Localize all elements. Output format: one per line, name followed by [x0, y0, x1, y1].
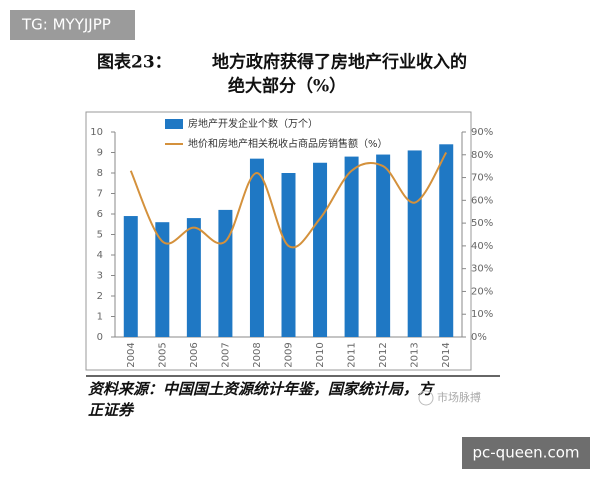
- bar: [281, 173, 296, 337]
- legend-label: 地价和房地产相关税收占商品房销售额（%）: [188, 137, 388, 150]
- x-tick-label: 2014: [441, 342, 452, 367]
- x-tick-label: 2005: [157, 342, 168, 367]
- legend-swatch: [165, 119, 183, 129]
- badge-bg: [10, 10, 135, 40]
- source-line: 正证券: [88, 401, 135, 419]
- x-tick-label: 2009: [284, 342, 295, 367]
- bar: [249, 158, 264, 337]
- y-tick-label: 4: [97, 250, 103, 261]
- bar: [439, 144, 454, 337]
- badge: TG: MYYJJPP: [21, 16, 111, 34]
- bar: [218, 209, 233, 337]
- title-line: 地方政府获得了房地产行业收入的: [212, 52, 467, 73]
- bar: [407, 150, 422, 337]
- figure-label: 图表23：: [97, 52, 172, 73]
- y2-tick-label: 40%: [471, 241, 493, 252]
- y2-tick-label: 30%: [471, 264, 493, 275]
- y2-tick-label: 0%: [471, 332, 487, 343]
- x-tick-label: 2004: [126, 342, 137, 367]
- watermark-icon: [418, 390, 434, 406]
- y-tick-label: 3: [97, 271, 103, 282]
- source-line: 资料来源：中国国土资源统计年鉴，国家统计局，方: [88, 380, 435, 398]
- y-tick-label: 7: [97, 189, 103, 200]
- x-tick-label: 2006: [189, 342, 200, 367]
- y2-tick-label: 10%: [471, 309, 493, 320]
- x-tick-label: 2007: [220, 342, 231, 367]
- bar: [376, 154, 391, 337]
- y-tick-label: 6: [97, 209, 103, 220]
- y-tick-label: 8: [97, 168, 103, 179]
- y-tick-label: 10: [90, 127, 103, 138]
- y2-tick-label: 90%: [471, 127, 493, 138]
- plot: 0 1 2 3 4 5 6 7 8 9 10 0% 10% 20% 30% 40% 50% 60% 70% 80% 90…: [90, 117, 493, 368]
- bar: [155, 222, 170, 337]
- title-line: 绝大部分（%）: [228, 76, 346, 97]
- bar: [186, 218, 201, 337]
- site: pc-queen.com: [473, 444, 580, 462]
- y2-tick-label: 70%: [471, 173, 493, 184]
- chart-frame: [85, 111, 472, 371]
- legend-label: 房地产开发企业个数（万个）: [188, 117, 318, 130]
- watermark: 市场脉搏: [437, 390, 481, 404]
- x-tick-label: 2010: [315, 342, 326, 367]
- y-tick-label: 1: [97, 312, 103, 323]
- x-tick-label: 2011: [347, 342, 358, 367]
- y-tick-label: 5: [97, 230, 103, 241]
- y-tick-label: 9: [97, 148, 103, 159]
- x-tick-label: 2012: [378, 342, 389, 367]
- bar: [123, 216, 138, 337]
- x-tick-label: 2008: [252, 342, 263, 367]
- site-bg: [462, 437, 590, 469]
- y-tick-label: 0: [97, 332, 103, 343]
- y2-tick-label: 50%: [471, 218, 493, 229]
- bar: [344, 156, 359, 337]
- line: [129, 151, 448, 249]
- y2-tick-label: 20%: [471, 286, 493, 297]
- bar: [313, 162, 328, 337]
- x-tick-label: 2013: [410, 342, 421, 367]
- y2-tick-label: 60%: [471, 195, 493, 206]
- y-tick-label: 2: [97, 291, 103, 302]
- y2-tick-label: 80%: [471, 150, 493, 161]
